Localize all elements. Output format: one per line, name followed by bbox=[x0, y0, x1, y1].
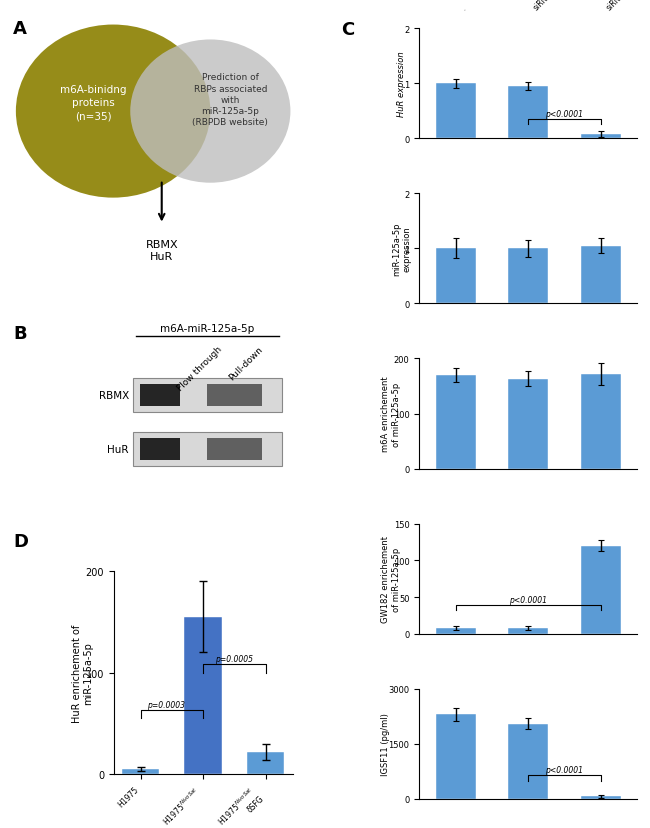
Bar bbox=[508, 379, 548, 469]
Text: RBMX
HuR: RBMX HuR bbox=[146, 240, 178, 262]
Bar bbox=[140, 384, 180, 407]
Bar bbox=[580, 796, 621, 799]
Bar bbox=[580, 246, 621, 304]
Bar bbox=[185, 617, 222, 774]
Text: HuR: HuR bbox=[107, 444, 129, 454]
Y-axis label: HuR enrichement of
miR-125a-5p: HuR enrichement of miR-125a-5p bbox=[72, 623, 94, 722]
Text: p<0.0001: p<0.0001 bbox=[509, 595, 547, 604]
Text: m6A-binidng
proteins
(n=35): m6A-binidng proteins (n=35) bbox=[60, 84, 126, 121]
Bar bbox=[580, 374, 621, 469]
Text: m6A-miR-125a-5p: m6A-miR-125a-5p bbox=[161, 324, 255, 334]
Bar bbox=[133, 378, 282, 412]
Bar bbox=[247, 752, 285, 774]
Bar bbox=[122, 769, 159, 774]
Text: RBMX: RBMX bbox=[99, 391, 129, 401]
Bar bbox=[436, 375, 476, 469]
Bar bbox=[436, 628, 476, 634]
Bar bbox=[140, 438, 180, 460]
Ellipse shape bbox=[16, 26, 211, 199]
Text: p<0.0001: p<0.0001 bbox=[545, 765, 584, 774]
Bar bbox=[508, 249, 548, 304]
Text: p=0.0003: p=0.0003 bbox=[147, 700, 185, 710]
Ellipse shape bbox=[130, 41, 291, 184]
Bar bbox=[508, 628, 548, 634]
Bar bbox=[133, 432, 282, 466]
Bar bbox=[508, 87, 548, 139]
Bar bbox=[436, 84, 476, 139]
Text: Pull-down: Pull-down bbox=[227, 344, 265, 383]
Text: siRNA-HuR: siRNA-HuR bbox=[604, 0, 640, 12]
Y-axis label: IGSF11 (pg/ml): IGSF11 (pg/ml) bbox=[381, 713, 390, 775]
Text: p=0.0005: p=0.0005 bbox=[215, 655, 254, 663]
Bar bbox=[580, 135, 621, 139]
Text: D: D bbox=[13, 532, 28, 551]
Text: A: A bbox=[13, 20, 27, 37]
Text: C: C bbox=[341, 21, 354, 39]
Y-axis label: HuR expression: HuR expression bbox=[397, 51, 406, 117]
Y-axis label: GW182 enrichement
of miR-125a-5p: GW182 enrichement of miR-125a-5p bbox=[382, 536, 400, 623]
Text: Prediction of
RBPs associated
with
miR-125a-5p
(RBPDB website): Prediction of RBPs associated with miR-1… bbox=[192, 74, 268, 127]
Text: p<0.0001: p<0.0001 bbox=[545, 110, 584, 118]
Y-axis label: m6A enrichement
of miR-125a-5p: m6A enrichement of miR-125a-5p bbox=[382, 376, 400, 452]
Bar bbox=[207, 384, 262, 407]
Bar bbox=[436, 715, 476, 799]
Text: .: . bbox=[459, 4, 467, 12]
Bar bbox=[207, 438, 262, 460]
Bar bbox=[580, 546, 621, 634]
Y-axis label: miR-125a-5p
expression: miR-125a-5p expression bbox=[392, 222, 411, 276]
Bar bbox=[436, 249, 476, 304]
Text: B: B bbox=[13, 325, 27, 343]
Bar bbox=[508, 724, 548, 799]
Text: Flow through: Flow through bbox=[176, 344, 224, 393]
Text: siRNA-A: siRNA-A bbox=[532, 0, 560, 12]
